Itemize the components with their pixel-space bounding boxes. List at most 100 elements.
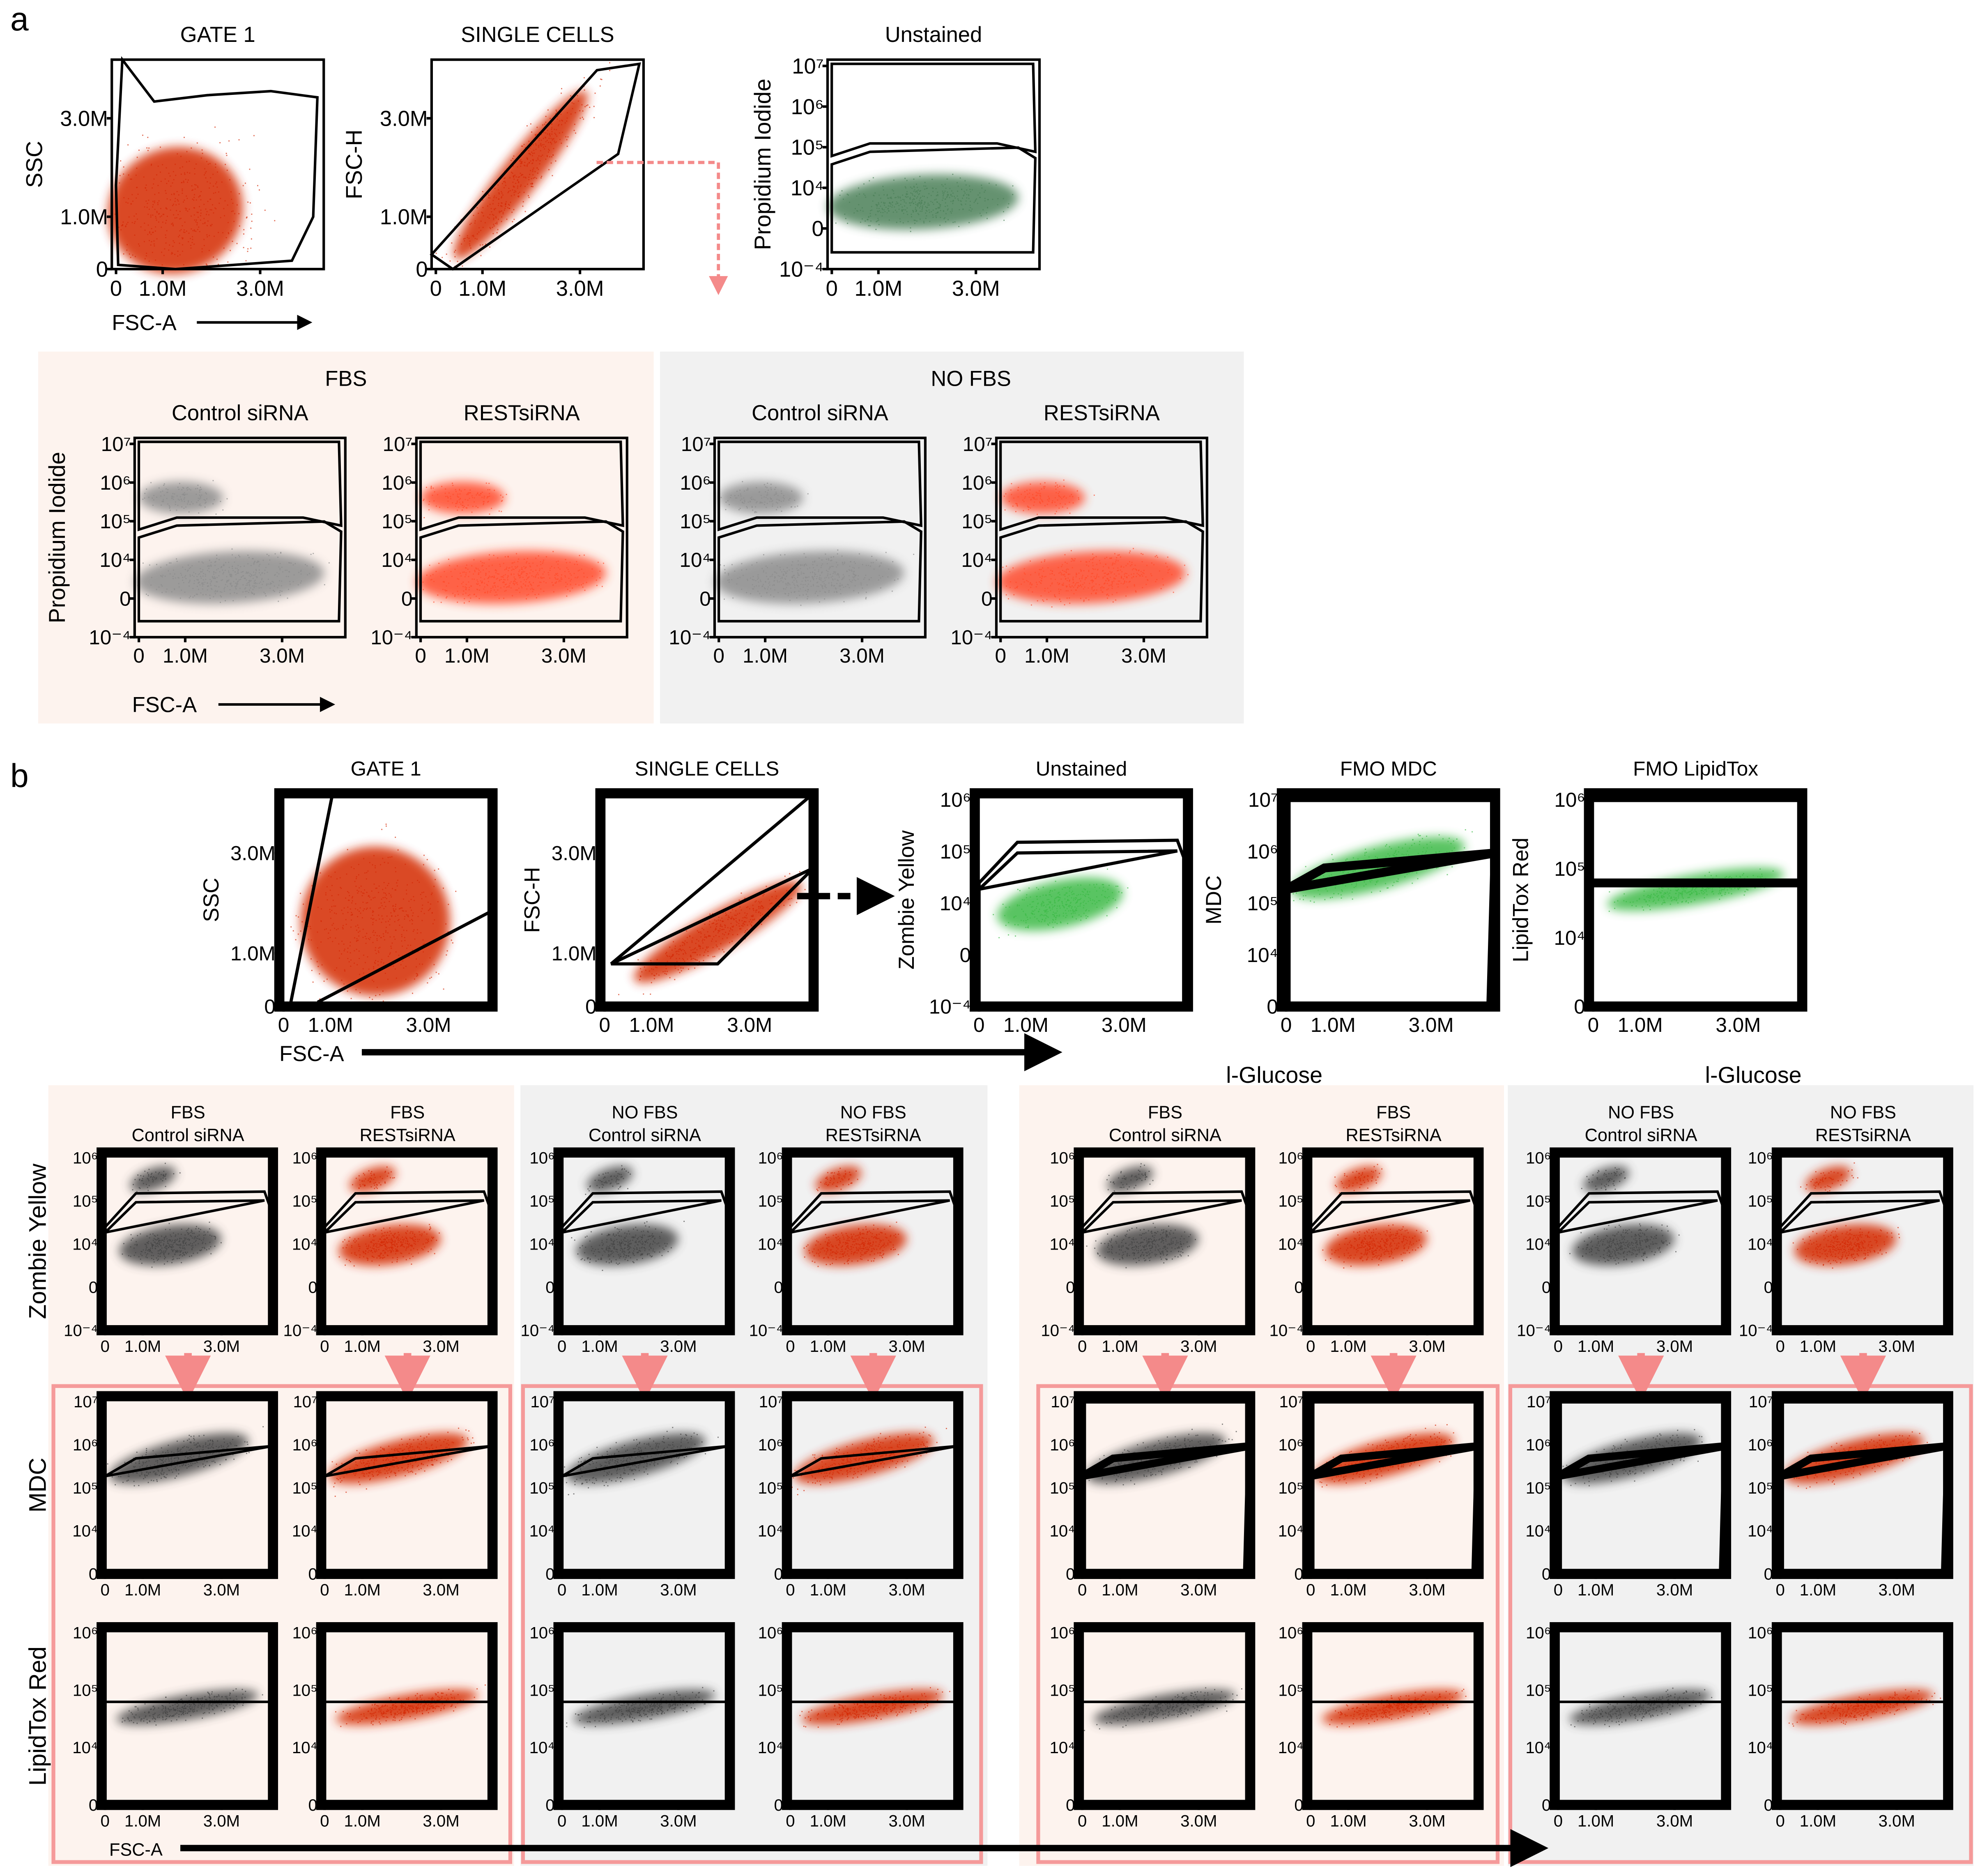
event-dot — [1074, 585, 1076, 586]
event-dot — [850, 561, 851, 562]
event-dot — [968, 222, 970, 223]
event-dot — [545, 132, 546, 134]
event-dot — [372, 915, 373, 916]
event-dot — [697, 954, 698, 955]
event-dot — [206, 493, 207, 495]
event-dot — [1039, 577, 1041, 578]
event-dot — [797, 570, 798, 571]
event-dot — [754, 511, 756, 512]
y-tick-label: 0 — [120, 587, 131, 610]
event-dot — [513, 177, 514, 178]
event-dot — [209, 250, 210, 251]
event-dot — [782, 582, 784, 583]
event-dot — [504, 579, 506, 580]
event-dot — [403, 898, 404, 900]
event-dot — [485, 573, 487, 575]
event-dot — [194, 173, 195, 175]
event-dot — [759, 502, 761, 504]
event-dot — [842, 555, 843, 557]
event-dot — [220, 591, 221, 592]
event-dot — [199, 582, 200, 583]
event-dot — [700, 946, 701, 948]
event-dot — [1085, 889, 1086, 890]
event-dot — [1040, 582, 1041, 583]
event-dot — [356, 876, 357, 877]
event-dot — [335, 937, 336, 939]
event-dot — [710, 927, 711, 928]
event-dot — [152, 204, 154, 205]
event-dot — [920, 206, 921, 207]
event-dot — [822, 581, 823, 582]
event-dot — [1014, 588, 1016, 589]
event-dot — [1058, 589, 1059, 590]
event-dot — [335, 905, 336, 907]
event-dot — [535, 558, 536, 559]
event-dot — [1058, 573, 1060, 574]
event-dot — [790, 587, 791, 589]
event-dot — [1022, 499, 1023, 501]
event-dot — [574, 573, 575, 574]
event-dot — [340, 877, 341, 878]
event-dot — [175, 502, 176, 503]
event-dot — [200, 220, 201, 221]
event-dot — [142, 135, 143, 136]
event-dot — [386, 898, 387, 899]
event-dot — [1095, 569, 1096, 570]
event-dot — [290, 926, 292, 928]
event-dot — [992, 199, 993, 200]
event-dot — [715, 935, 717, 936]
event-dot — [328, 875, 329, 877]
event-dot — [914, 199, 915, 200]
event-dot — [969, 209, 970, 211]
event-dot — [539, 163, 540, 164]
event-dot — [954, 198, 956, 199]
event-dot — [776, 493, 777, 495]
event-dot — [221, 580, 222, 581]
event-dot — [160, 216, 161, 218]
event-dot — [230, 576, 231, 577]
event-dot — [500, 587, 501, 589]
event-dot — [734, 571, 736, 572]
event-dot — [520, 163, 521, 164]
event-dot — [499, 580, 500, 581]
event-dot — [842, 578, 843, 580]
event-dot — [583, 583, 584, 584]
event-dot — [195, 221, 197, 223]
event-dot — [1079, 586, 1080, 587]
event-dot — [882, 209, 883, 210]
event-dot — [179, 587, 180, 588]
event-dot — [1112, 892, 1113, 893]
y-axis-label: FSC-H — [341, 129, 367, 199]
event-dot — [747, 579, 748, 580]
event-dot — [382, 905, 383, 906]
event-dot — [1072, 567, 1073, 569]
event-dot — [1114, 573, 1115, 575]
event-dot — [909, 203, 910, 204]
event-dot — [715, 924, 717, 925]
y-tick-label: 10⁷ — [792, 54, 823, 78]
event-dot — [905, 209, 906, 211]
event-dot — [1030, 489, 1031, 490]
event-dot — [490, 588, 492, 589]
event-dot — [389, 919, 391, 920]
event-dot — [172, 496, 173, 497]
event-dot — [516, 582, 517, 583]
y-tick-label: 0 — [585, 996, 597, 1018]
event-dot — [522, 572, 524, 573]
event-dot — [730, 497, 731, 498]
event-dot — [717, 923, 718, 924]
event-dot — [754, 586, 755, 587]
event-dot — [421, 898, 423, 899]
event-dot — [202, 223, 204, 224]
event-dot — [144, 493, 145, 494]
event-dot — [753, 910, 754, 911]
event-dot — [1060, 497, 1061, 498]
event-dot — [874, 569, 875, 570]
event-dot — [795, 578, 796, 580]
event-dot — [950, 201, 952, 202]
event-dot — [423, 951, 424, 953]
event-dot — [823, 583, 825, 585]
event-dot — [1068, 910, 1069, 912]
event-dot — [826, 559, 827, 560]
y-tick-label: 10⁷ — [383, 433, 413, 456]
